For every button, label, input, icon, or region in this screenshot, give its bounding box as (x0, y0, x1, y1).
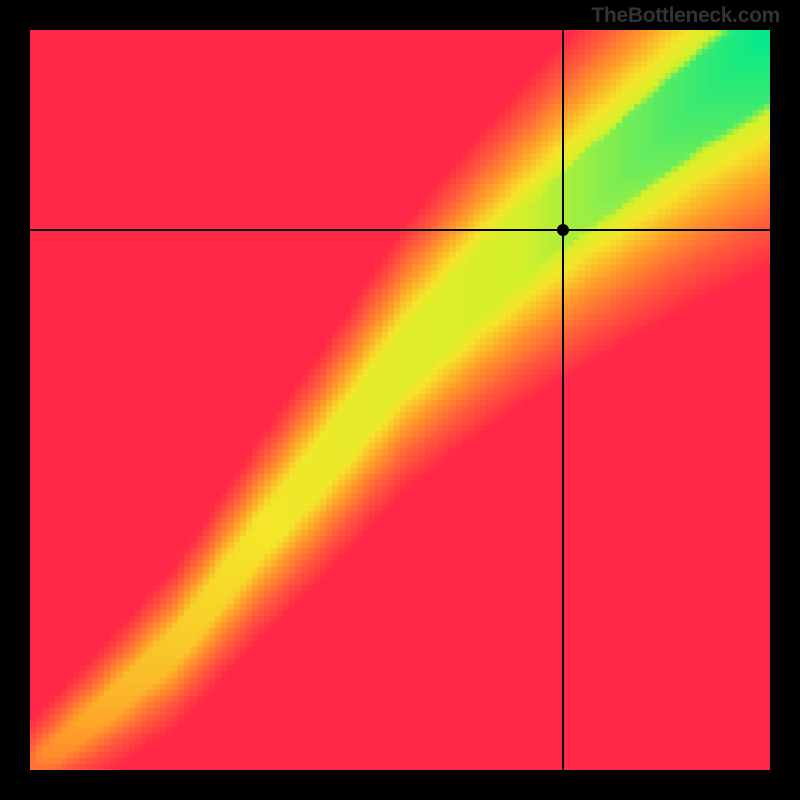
crosshair-marker (557, 224, 569, 236)
heatmap-plot-area (30, 30, 770, 770)
watermark-text: TheBottleneck.com (591, 4, 780, 28)
crosshair-horizontal (30, 229, 770, 231)
crosshair-vertical (562, 30, 564, 770)
heatmap-canvas (30, 30, 770, 770)
figure-root: TheBottleneck.com (0, 0, 800, 800)
